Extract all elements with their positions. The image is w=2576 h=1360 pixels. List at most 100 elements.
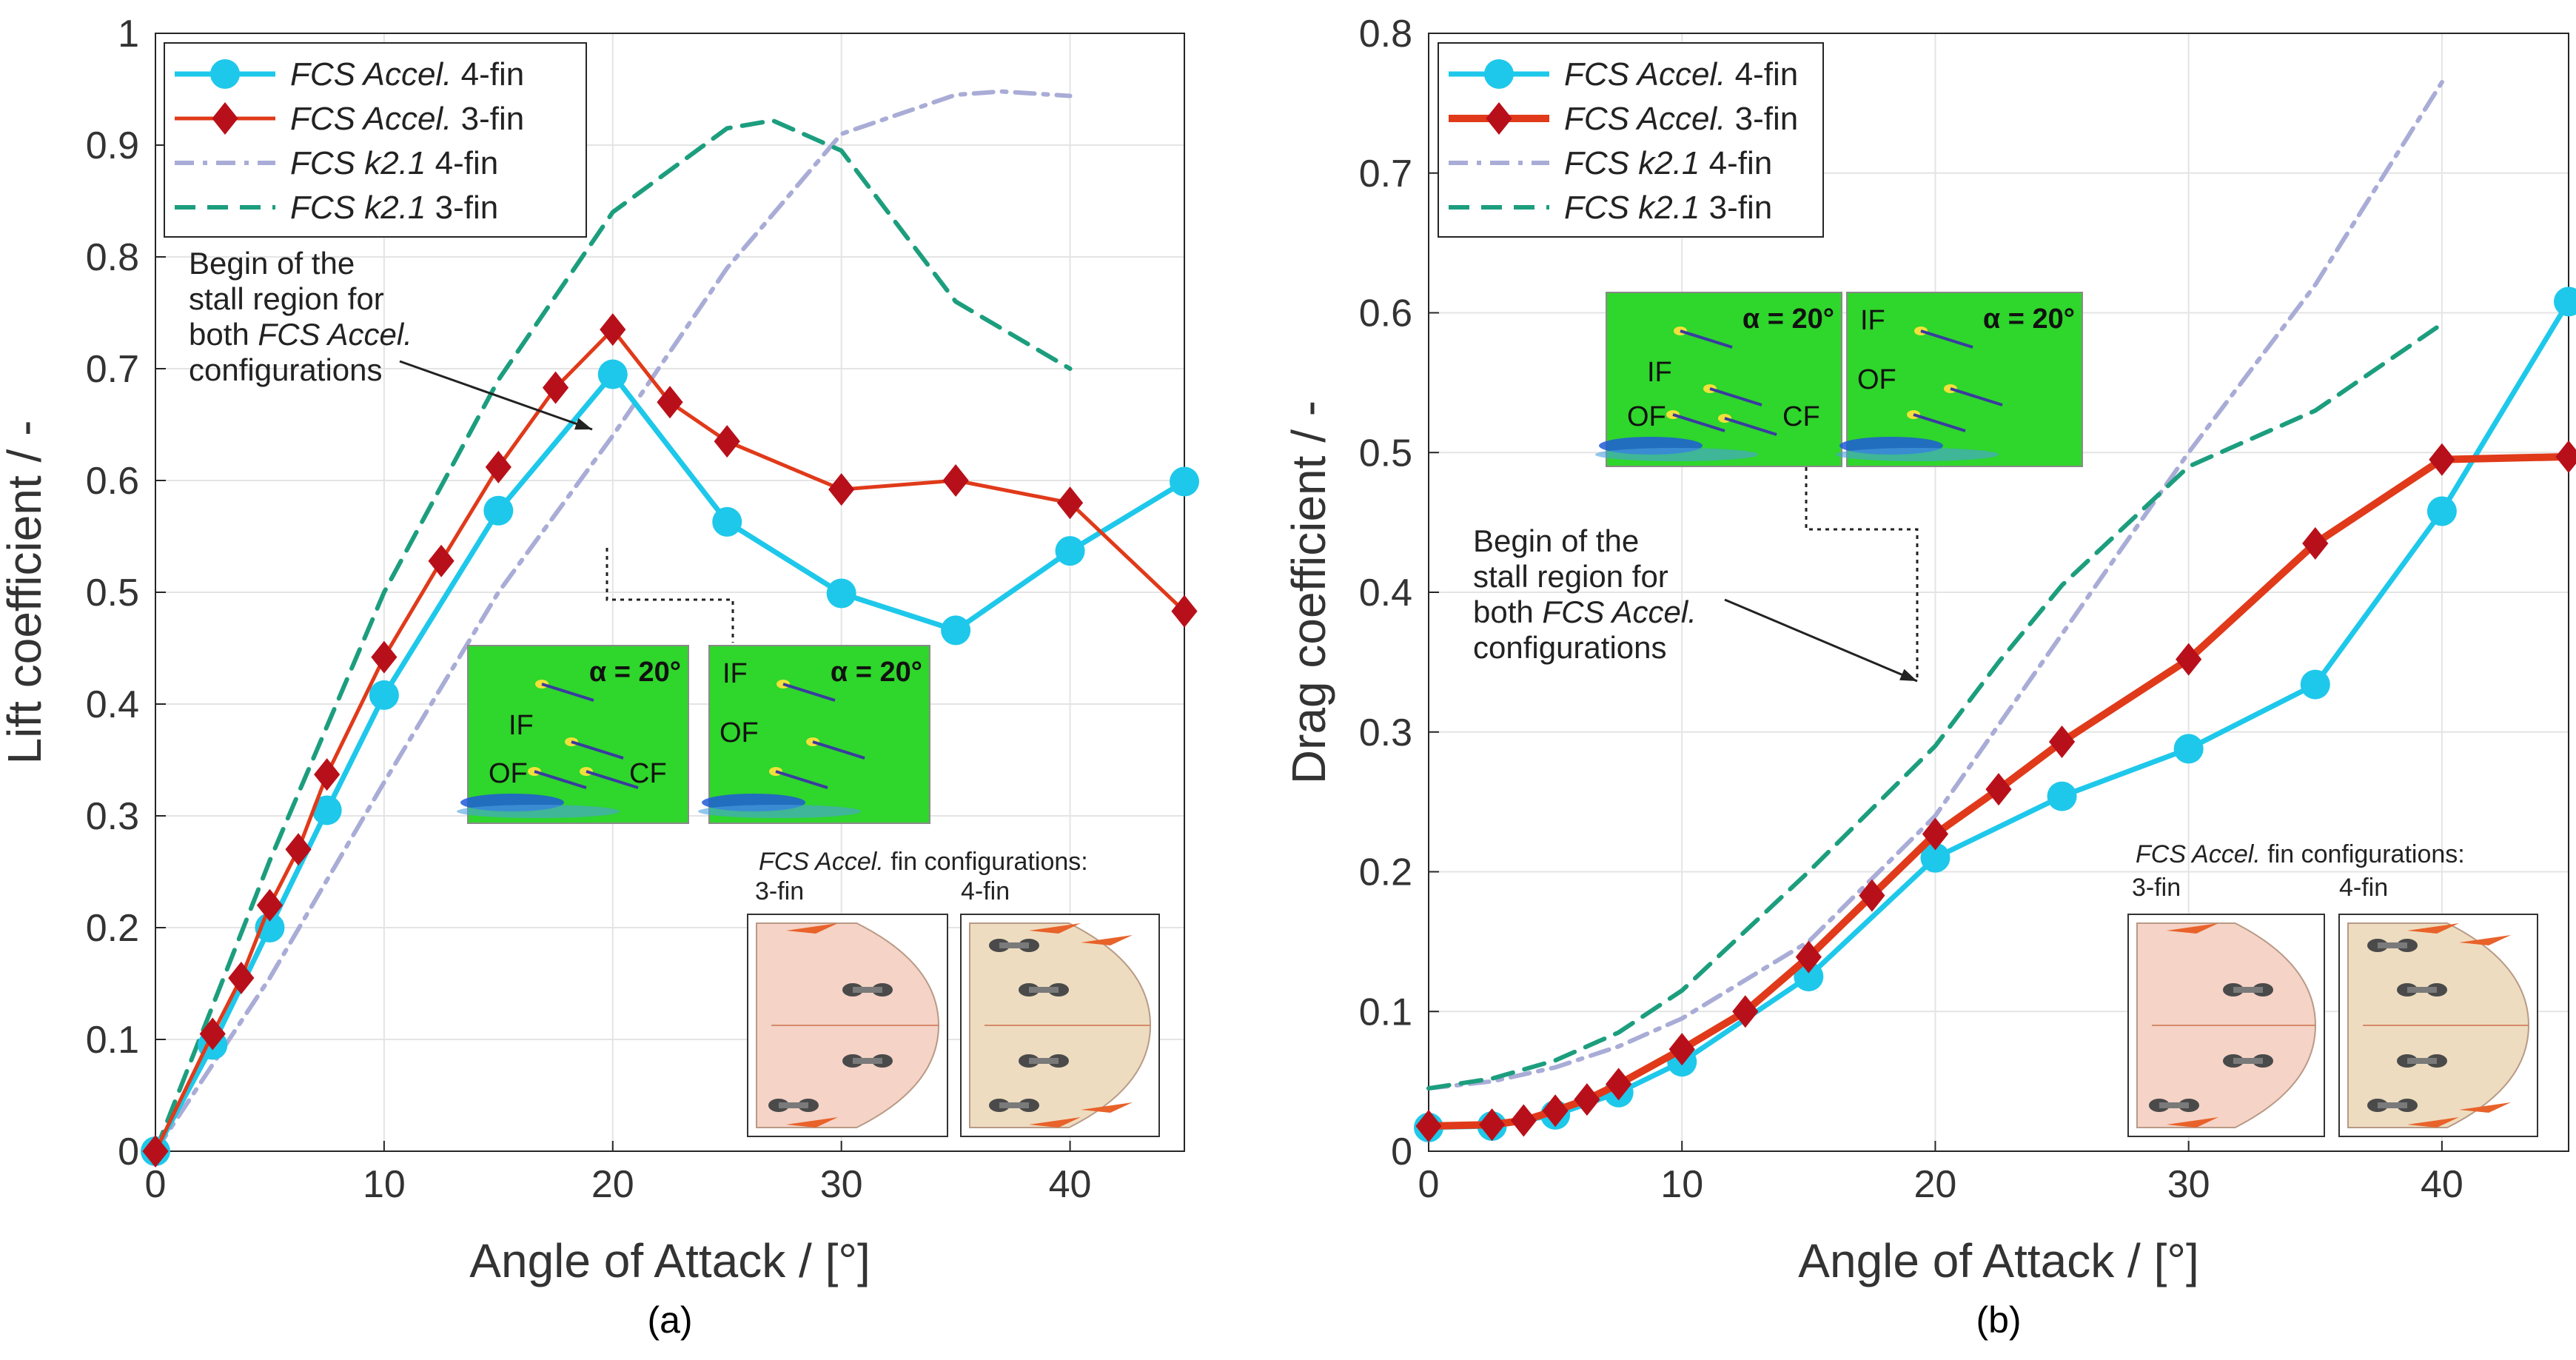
text-span: FCS k2.1 xyxy=(290,145,426,181)
fin-plug-bar xyxy=(2378,1102,2407,1108)
x-axis-label: Angle of Attack / [°] xyxy=(1798,1234,2198,1287)
y-tick-label: 0.8 xyxy=(1359,13,1412,56)
stall-annotation-line: stall region for xyxy=(1473,559,1668,594)
y-tick-label: 0.1 xyxy=(86,1019,139,1062)
text-span: 4-fin xyxy=(1700,145,1772,181)
text-span: both xyxy=(1473,594,1542,629)
fin-plug-bar xyxy=(853,1058,882,1064)
legend-marker xyxy=(1484,59,1514,89)
x-tick-label: 10 xyxy=(1660,1163,1703,1206)
data-point xyxy=(199,1017,226,1051)
data-point xyxy=(369,680,399,710)
text-span: FCS Accel. xyxy=(290,56,452,93)
fin-wake xyxy=(775,770,828,789)
cfd-leader-line xyxy=(606,548,734,643)
text-span: 3-fin xyxy=(1700,190,1772,226)
x-tick-label: 20 xyxy=(591,1163,634,1206)
cfd-cf-label: CF xyxy=(629,758,667,789)
data-point xyxy=(1920,843,1951,873)
y-axis-label: Lift coefficient / - xyxy=(0,421,51,765)
annotation-arrowhead xyxy=(1899,669,1917,681)
fin-wake xyxy=(1672,413,1725,432)
fin xyxy=(2459,1102,2511,1113)
data-point xyxy=(483,495,514,526)
fin xyxy=(1029,923,1081,934)
data-point xyxy=(314,758,341,791)
cfd-angle-label: α = 20° xyxy=(1743,304,1834,335)
legend-label: FCS Accel. 3-fin xyxy=(1564,101,1798,137)
data-point xyxy=(142,1135,169,1168)
fin-wake xyxy=(1950,387,2003,406)
cfd-cf-label: CF xyxy=(1782,401,1820,432)
fin-wake xyxy=(1709,387,1762,406)
y-tick-label: 0.5 xyxy=(1359,432,1412,475)
data-point xyxy=(828,473,855,506)
text-span: stall region for xyxy=(1473,559,1668,594)
fin-wake xyxy=(1724,417,1777,436)
legend-label: FCS k2.1 4-fin xyxy=(290,145,498,181)
fin xyxy=(2167,923,2218,934)
data-point xyxy=(2300,669,2330,700)
y-tick-label: 0.2 xyxy=(1359,851,1412,894)
stall-annotation-line: Begin of the xyxy=(189,246,355,281)
fin-plug-bar xyxy=(2378,942,2407,948)
fin-wake xyxy=(541,683,594,702)
data-point xyxy=(2426,496,2457,526)
fin xyxy=(786,923,838,934)
data-point xyxy=(1415,1110,1442,1143)
config-title: FCS Accel. fin configurations: xyxy=(2136,840,2465,868)
text-span: FCS k2.1 xyxy=(1564,190,1700,226)
text-span: 4-fin xyxy=(426,145,498,181)
data-point xyxy=(1056,486,1084,520)
data-point xyxy=(1732,995,1759,1028)
data-point xyxy=(1542,1094,1569,1128)
fin xyxy=(786,1117,838,1128)
panel-label: (b) xyxy=(1976,1299,2021,1341)
fin-plug-bar xyxy=(1029,987,1059,993)
fin-wake xyxy=(1913,413,1966,432)
config-4fin-label: 4-fin xyxy=(2339,874,2388,902)
data-point xyxy=(2302,526,2329,560)
legend-marker xyxy=(210,59,240,89)
data-point xyxy=(2555,440,2576,473)
annotation-arrow-line xyxy=(1724,598,1918,683)
data-point xyxy=(942,464,969,497)
fin-plug-bar xyxy=(2233,1058,2263,1064)
x-tick-label: 20 xyxy=(1914,1163,1957,1206)
cfd-snapshot: α = 20° IF OF CF xyxy=(1595,292,1842,467)
y-tick-label: 0.8 xyxy=(86,236,139,279)
text-span: 4-fin xyxy=(1725,56,1798,93)
data-point xyxy=(2429,443,2455,476)
y-tick-label: 0.4 xyxy=(1359,572,1412,614)
cfd-angle-label: α = 20° xyxy=(589,657,681,688)
fin-wake xyxy=(586,770,639,789)
data-point xyxy=(1859,879,1885,912)
fin-wake xyxy=(812,740,865,760)
x-axis-label: Angle of Attack / [°] xyxy=(469,1234,870,1287)
stall-annotation-line: both FCS Accel. xyxy=(189,317,412,352)
config-3fin-label: 3-fin xyxy=(2132,874,2181,902)
y-tick-label: 0.3 xyxy=(86,795,139,838)
cfd-leader-line xyxy=(1805,466,1919,677)
fin-config-inset: FCS Accel. fin configurations:3-fin 4-fin xyxy=(747,848,1160,1137)
y-axis-label: Drag coefficient / - xyxy=(1282,401,1335,784)
y-tick-label: 0.3 xyxy=(1359,711,1412,754)
fin-plug-bar xyxy=(999,942,1029,948)
fin-plug-bar xyxy=(779,1102,808,1108)
config-image-4fin xyxy=(960,914,1160,1137)
text-span: 3-fin xyxy=(426,190,498,226)
vortex-light xyxy=(457,805,620,818)
y-tick-label: 0.6 xyxy=(1359,292,1412,335)
annotation-arrow-line xyxy=(399,360,593,431)
panel-label: (a) xyxy=(647,1299,692,1341)
config-title: FCS Accel. fin configurations: xyxy=(759,848,1088,876)
fin xyxy=(2459,935,2511,945)
fin-plug-bar xyxy=(1029,1058,1059,1064)
config-image-4fin xyxy=(2338,914,2538,1137)
data-point xyxy=(657,386,683,419)
text-span: FCS Accel. xyxy=(2136,840,2261,868)
fin-plug-bar xyxy=(2407,987,2437,993)
